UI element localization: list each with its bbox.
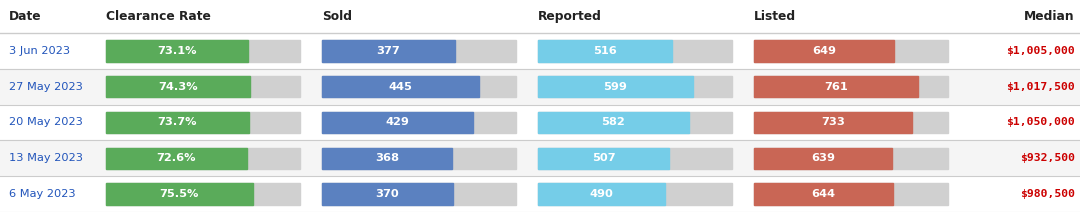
- Text: 20 May 2023: 20 May 2023: [9, 117, 82, 127]
- Bar: [322, 183, 516, 205]
- Bar: [0, 140, 1080, 176]
- Text: Clearance Rate: Clearance Rate: [106, 10, 211, 23]
- Bar: [0, 0, 1080, 33]
- Text: Listed: Listed: [754, 10, 796, 23]
- Bar: [754, 112, 913, 133]
- Text: 73.7%: 73.7%: [158, 117, 198, 127]
- Text: 74.3%: 74.3%: [159, 82, 198, 92]
- Text: 370: 370: [376, 189, 400, 199]
- Bar: [754, 76, 948, 97]
- Text: 649: 649: [812, 46, 836, 56]
- Text: 429: 429: [386, 117, 409, 127]
- Text: Median: Median: [1024, 10, 1075, 23]
- Bar: [106, 40, 300, 61]
- Bar: [0, 105, 1080, 140]
- Text: 3 Jun 2023: 3 Jun 2023: [9, 46, 70, 56]
- Bar: [322, 112, 516, 133]
- Text: 761: 761: [824, 82, 848, 92]
- Text: 516: 516: [593, 46, 617, 56]
- Bar: [106, 183, 253, 205]
- Bar: [754, 112, 948, 133]
- Bar: [0, 176, 1080, 212]
- Bar: [0, 69, 1080, 105]
- Bar: [538, 76, 693, 97]
- Text: $1,017,500: $1,017,500: [1005, 82, 1075, 92]
- Bar: [106, 76, 300, 97]
- Bar: [106, 112, 249, 133]
- Text: 13 May 2023: 13 May 2023: [9, 153, 83, 163]
- Bar: [322, 40, 516, 61]
- Bar: [538, 40, 672, 61]
- Bar: [538, 76, 732, 97]
- Bar: [538, 112, 689, 133]
- Bar: [754, 40, 894, 61]
- Text: 582: 582: [602, 117, 625, 127]
- Text: $932,500: $932,500: [1020, 153, 1075, 163]
- Text: 507: 507: [592, 153, 616, 163]
- Bar: [538, 148, 732, 169]
- Bar: [538, 112, 732, 133]
- Bar: [106, 183, 300, 205]
- Bar: [538, 183, 665, 205]
- Text: 490: 490: [590, 189, 613, 199]
- Text: 6 May 2023: 6 May 2023: [9, 189, 76, 199]
- Text: Reported: Reported: [538, 10, 602, 23]
- Text: 644: 644: [811, 189, 836, 199]
- Bar: [322, 112, 473, 133]
- Bar: [754, 183, 893, 205]
- Bar: [538, 148, 670, 169]
- Bar: [106, 148, 300, 169]
- Bar: [754, 40, 948, 61]
- Bar: [754, 148, 948, 169]
- Bar: [322, 183, 453, 205]
- Bar: [322, 148, 516, 169]
- Text: 27 May 2023: 27 May 2023: [9, 82, 82, 92]
- Bar: [322, 148, 451, 169]
- Text: $980,500: $980,500: [1020, 189, 1075, 199]
- Bar: [754, 76, 918, 97]
- Bar: [322, 40, 455, 61]
- Bar: [106, 40, 248, 61]
- Text: Sold: Sold: [322, 10, 352, 23]
- Text: 445: 445: [389, 82, 413, 92]
- Bar: [322, 76, 516, 97]
- Text: Date: Date: [9, 10, 41, 23]
- Bar: [0, 33, 1080, 69]
- Bar: [322, 76, 480, 97]
- Text: $1,050,000: $1,050,000: [1005, 117, 1075, 127]
- Text: 368: 368: [375, 153, 399, 163]
- Text: 639: 639: [811, 153, 835, 163]
- Text: 733: 733: [821, 117, 845, 127]
- Text: 599: 599: [604, 82, 627, 92]
- Text: 75.5%: 75.5%: [160, 189, 199, 199]
- Bar: [106, 112, 300, 133]
- Text: $1,005,000: $1,005,000: [1005, 46, 1075, 56]
- Text: 72.6%: 72.6%: [157, 153, 197, 163]
- Bar: [754, 183, 948, 205]
- Bar: [106, 148, 247, 169]
- Text: 377: 377: [377, 46, 401, 56]
- Bar: [754, 148, 892, 169]
- Bar: [538, 40, 732, 61]
- Bar: [106, 76, 251, 97]
- Text: 73.1%: 73.1%: [158, 46, 197, 56]
- Bar: [538, 183, 732, 205]
